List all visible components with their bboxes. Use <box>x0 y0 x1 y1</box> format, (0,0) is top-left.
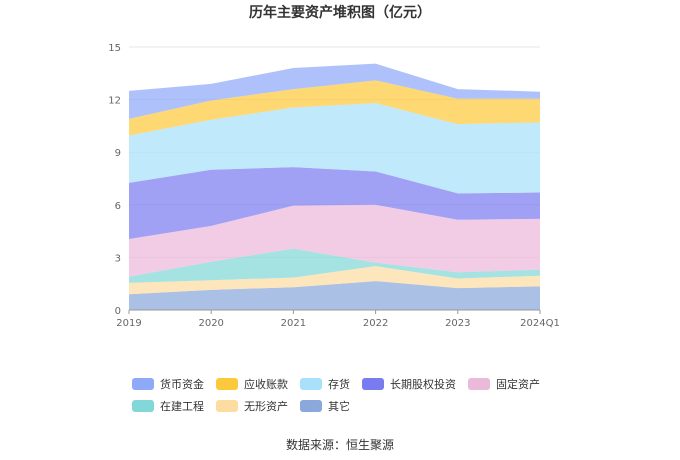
legend-item[interactable]: 存货 <box>300 376 350 392</box>
x-tick-label: 2022 <box>363 318 388 329</box>
area-应收账款 <box>129 80 540 136</box>
legend-item[interactable]: 货币资金 <box>132 376 204 392</box>
legend-label: 货币资金 <box>160 378 204 391</box>
x-tick-label: 2021 <box>281 318 306 329</box>
area-固定资产 <box>129 204 540 277</box>
legend-label: 应收账款 <box>244 378 288 391</box>
legend-item[interactable]: 在建工程 <box>132 398 204 414</box>
legend-swatch <box>468 378 490 390</box>
legend-item[interactable]: 固定资产 <box>468 376 540 392</box>
x-tick-label: 2019 <box>116 318 141 329</box>
x-tick-label: 2024Q1 <box>520 318 560 329</box>
legend-item[interactable]: 无形资产 <box>216 398 288 414</box>
legend-label: 无形资产 <box>244 400 288 413</box>
data-source-note: 数据来源：恒生聚源 <box>285 438 394 452</box>
y-tick-label: 0 <box>115 306 121 317</box>
y-tick-label: 15 <box>108 43 121 54</box>
legend-item[interactable]: 长期股权投资 <box>362 376 456 392</box>
y-tick-label: 9 <box>115 148 121 159</box>
area-存货 <box>129 103 540 194</box>
legend-swatch <box>362 378 384 390</box>
legend-swatch <box>132 378 154 390</box>
x-tick-label: 2020 <box>198 318 223 329</box>
area-在建工程 <box>129 248 540 283</box>
area-其它 <box>129 281 540 310</box>
legend-swatch <box>300 400 322 412</box>
legend-item[interactable]: 应收账款 <box>216 376 288 392</box>
y-tick-label: 12 <box>108 96 121 107</box>
legend-label: 在建工程 <box>160 400 204 413</box>
chart-legend: 货币资金 应收账款 存货 长期股权投资 固定资产在建工程 无形资产 其它 <box>132 376 572 414</box>
legend-item[interactable]: 其它 <box>300 398 350 414</box>
legend-label: 其它 <box>328 400 350 413</box>
area-货币资金 <box>129 63 540 119</box>
y-tick-label: 6 <box>115 201 121 212</box>
area-series <box>129 63 540 310</box>
area-无形资产 <box>129 266 540 295</box>
legend-swatch <box>132 400 154 412</box>
area-长期股权投资 <box>129 167 540 239</box>
x-tick-label: 2023 <box>445 318 470 329</box>
chart-title: 历年主要资产堆积图（亿元） <box>249 5 431 21</box>
legend-label: 长期股权投资 <box>390 378 456 391</box>
legend-swatch <box>216 378 238 390</box>
axes: 0 3 6 9 12 15 2019 2020 2021 2022 2023 2024Q1 <box>108 43 560 329</box>
y-tick-label: 3 <box>115 253 121 264</box>
legend-label: 固定资产 <box>496 378 540 391</box>
legend-swatch <box>300 378 322 390</box>
legend-label: 存货 <box>328 378 350 391</box>
legend-swatch <box>216 400 238 412</box>
